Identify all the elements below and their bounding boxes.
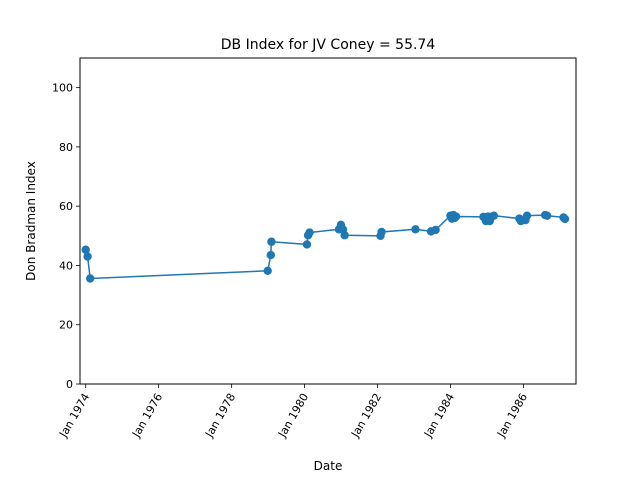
data-point	[560, 214, 570, 224]
data-point	[411, 225, 420, 234]
y-tick-label: 100	[52, 82, 73, 95]
series-line	[84, 213, 566, 280]
x-tick-label: Jan 1986	[494, 391, 530, 440]
data-point	[85, 274, 95, 283]
data-point	[431, 225, 440, 235]
chart-title: DB Index for JV Coney = 55.74	[221, 37, 436, 53]
x-tick-label: Jan 1982	[348, 391, 384, 440]
x-axis: Jan 1974 Jan 1976 Jan 1978 Jan 1980 Jan 1982…	[56, 384, 530, 440]
x-axis-label: Date	[314, 459, 343, 473]
data-point	[542, 211, 552, 220]
data-point	[263, 266, 272, 275]
y-tick-label: 80	[59, 141, 73, 154]
data-point	[340, 231, 349, 240]
data-point	[83, 252, 92, 261]
data-point	[522, 211, 532, 220]
data-point	[266, 250, 276, 260]
data-point	[451, 212, 461, 221]
y-axis: 0 20 40 60 80 100	[52, 82, 80, 391]
y-tick-label: 20	[59, 319, 73, 332]
y-tick-label: 60	[59, 200, 73, 213]
data-point	[302, 240, 312, 249]
data-point	[267, 237, 276, 246]
plot-area	[81, 210, 570, 283]
x-tick-label: Jan 1980	[275, 391, 311, 440]
y-tick-label: 40	[59, 259, 73, 272]
x-tick-label: Jan 1976	[129, 391, 165, 440]
plot-frame	[79, 57, 577, 385]
data-point	[377, 227, 386, 237]
y-axis-label: Don Bradman Index	[24, 161, 38, 281]
y-tick-label: 0	[66, 378, 73, 391]
data-point	[81, 245, 90, 254]
data-point	[305, 228, 314, 237]
x-tick-label: Jan 1978	[202, 391, 238, 440]
x-tick-label: Jan 1974	[56, 391, 92, 440]
data-point	[489, 211, 499, 220]
x-tick-label: Jan 1984	[421, 391, 457, 440]
